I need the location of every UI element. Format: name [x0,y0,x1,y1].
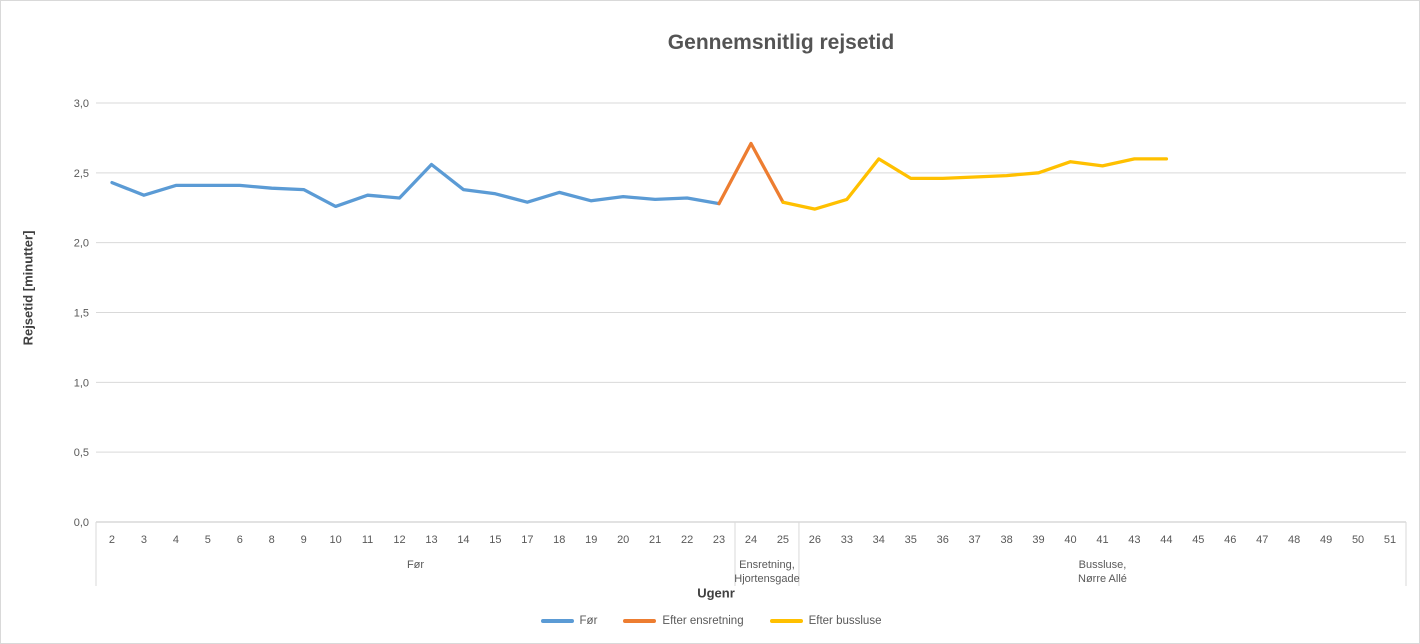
x-axis-title: Ugenr [697,585,735,601]
legend-label: Efter ensretning [662,615,744,627]
x-tick-label: 3 [141,534,147,546]
x-tick-label: 17 [521,534,533,546]
x-tick-label: 8 [269,534,275,546]
x-tick-label: 40 [1064,534,1076,546]
legend-label: Før [579,615,598,627]
y-tick-label: 2,0 [74,238,89,250]
x-tick-label: 46 [1224,534,1236,546]
x-tick-label: 43 [1128,534,1140,546]
x-tick-label: 6 [237,534,243,546]
y-tick-label: 0,5 [74,447,89,459]
legend-line-swatch [540,619,574,623]
x-tick-label: 10 [330,534,342,546]
legend-label: Efter bussluse [808,615,882,627]
x-tick-label: 44 [1160,534,1172,546]
x-tick-label: 4 [173,534,179,546]
x-tick-label: 41 [1096,534,1108,546]
x-tick-label: 49 [1320,534,1332,546]
x-tick-label: 39 [1032,534,1044,546]
x-tick-label: 9 [301,534,307,546]
series-line-efter-ensretning [717,141,785,206]
x-tick-label: 38 [1000,534,1012,546]
x-tick-label: 2 [109,534,115,546]
legend-item-efter-bussluse: Efter bussluse [769,615,882,627]
x-tick-label: 47 [1256,534,1268,546]
x-tick-label: 22 [681,534,693,546]
x-tick-label: 24 [745,534,757,546]
x-tick-label: 18 [553,534,565,546]
x-tick-label: 45 [1192,534,1204,546]
x-tick-label: 48 [1288,534,1300,546]
x-tick-label: 19 [585,534,597,546]
y-tick-label: 0,0 [74,517,89,529]
category-group-label: Bussluse, [1079,559,1127,571]
x-tick-label: 26 [809,534,821,546]
category-group-label: Før [407,559,424,571]
y-tick-label: 1,0 [74,377,89,389]
x-tick-label: 11 [362,534,373,546]
x-tick-label: 15 [489,534,501,546]
x-tick-label: 21 [649,534,661,546]
legend-item-før: Før [540,615,598,627]
legend-line-swatch [769,619,803,623]
x-tick-label: 25 [777,534,789,546]
x-tick-label: 23 [713,534,725,546]
x-tick-label: 5 [205,534,211,546]
x-tick-label: 50 [1352,534,1364,546]
category-group-label: Nørre Allé [1078,573,1127,585]
legend: Før Efter ensretning Efter bussluse [1,615,1419,627]
y-tick-label: 2,5 [74,168,89,180]
y-tick-label: 3,0 [74,98,89,110]
x-tick-label: 35 [905,534,917,546]
x-tick-label: 37 [969,534,981,546]
x-tick-label: 34 [873,534,885,546]
x-tick-label: 51 [1384,534,1396,546]
x-tick-label: 12 [393,534,405,546]
legend-line-swatch [623,619,657,623]
category-group-label: Hjortensgade [734,573,799,585]
y-tick-label: 1,5 [74,308,89,320]
legend-item-efter-ensretning: Efter ensretning [623,615,744,627]
series-line-før [110,162,721,209]
x-tick-label: 20 [617,534,629,546]
chart-title: Gennemsnitlig rejsetid [667,31,895,54]
x-tick-label: 14 [457,534,469,546]
category-group-label: Ensretning, [739,559,795,571]
x-tick-label: 36 [937,534,949,546]
x-tick-label: 33 [841,534,853,546]
series-line-efter-bussluse [781,157,1169,211]
x-tick-label: 13 [425,534,437,546]
